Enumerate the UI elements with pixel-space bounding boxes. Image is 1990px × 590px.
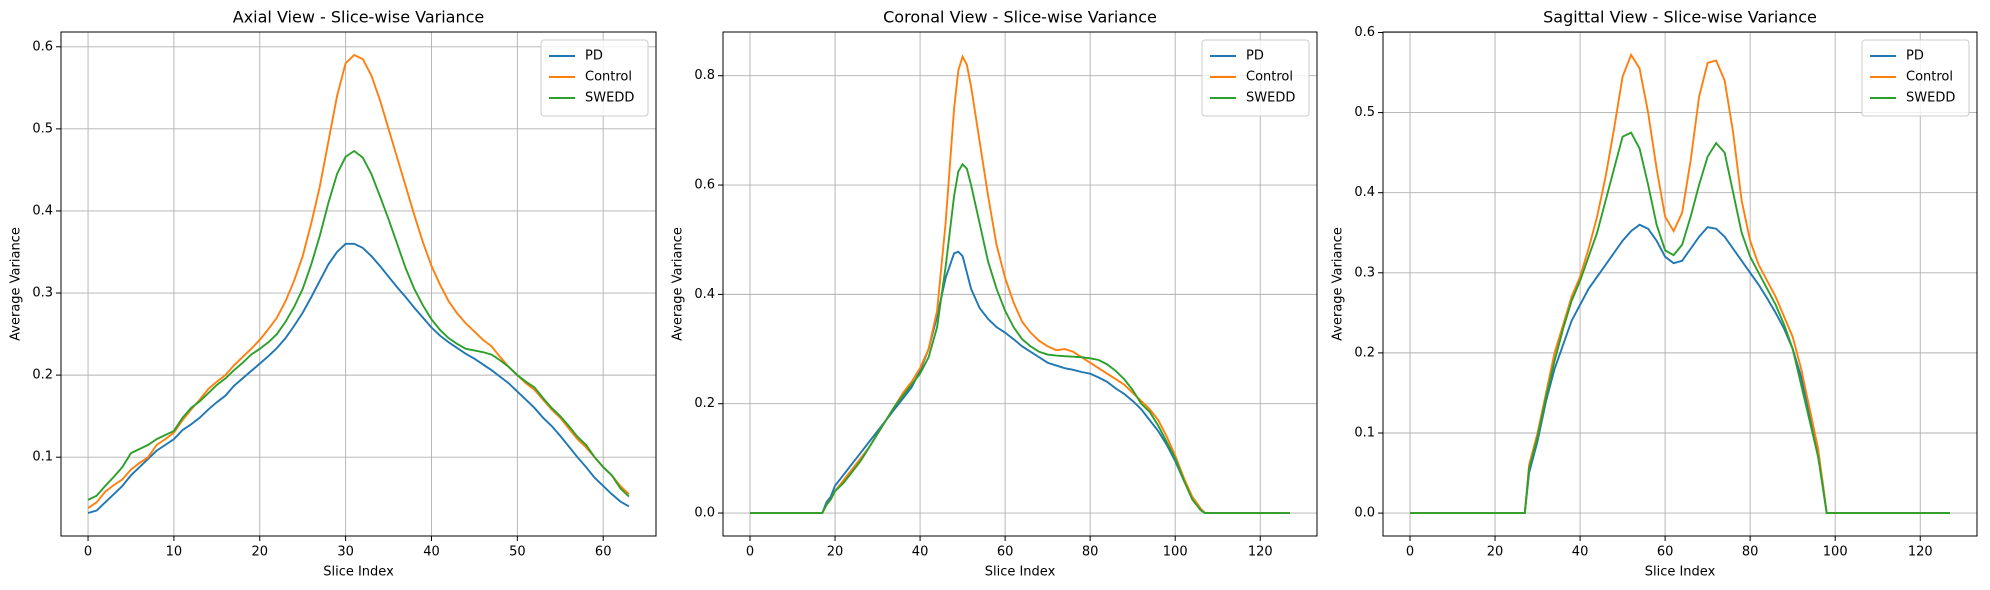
axes-frame [1382, 31, 1978, 537]
y-tick-label: 0.6 [32, 39, 53, 54]
x-tick-label: 50 [509, 545, 526, 560]
legend-label: Control [585, 70, 632, 85]
legend-label: SWEDD [585, 91, 634, 106]
x-tick-label: 40 [423, 545, 440, 560]
x-tick-label: 40 [912, 545, 929, 560]
y-tick-label: 0.3 [32, 286, 53, 301]
x-tick-label: 100 [1823, 545, 1848, 560]
series-line [750, 250, 1290, 514]
x-tick-label: 60 [997, 545, 1014, 560]
chart-title: Coronal View - Slice-wise Variance [883, 8, 1157, 27]
x-tick-label: 60 [595, 545, 612, 560]
legend-label: PD [1906, 49, 1924, 64]
x-tick-label: 30 [337, 545, 354, 560]
chart-title: Axial View - Slice-wise Variance [233, 8, 484, 27]
x-tick-label: 40 [1572, 545, 1589, 560]
x-axis-label: Slice Index [1645, 565, 1716, 580]
y-tick-label: 0.2 [694, 396, 715, 411]
x-tick-label: 20 [827, 545, 844, 560]
y-tick-label: 0.3 [1354, 265, 1375, 280]
series-line [1410, 131, 1950, 515]
y-tick-label: 0.6 [1354, 25, 1375, 40]
y-tick-label: 0.1 [32, 450, 53, 465]
x-tick-label: 80 [1082, 545, 1099, 560]
y-tick-label: 0.4 [1354, 185, 1375, 200]
y-axis-label: Average Variance [1331, 227, 1346, 341]
x-tick-label: 60 [1657, 545, 1674, 560]
legend-box [540, 39, 649, 117]
legend-label: PD [585, 49, 603, 64]
x-tick-label: 0 [746, 545, 754, 560]
x-tick-label: 20 [1487, 545, 1504, 560]
y-tick-label: 0.4 [32, 203, 53, 218]
y-tick-label: 0.1 [1354, 425, 1375, 440]
x-tick-label: 0 [84, 545, 92, 560]
legend-label: Control [1906, 70, 1953, 85]
y-tick-label: 0.0 [694, 506, 715, 521]
y-tick-label: 0.0 [1354, 506, 1375, 521]
x-axis-label: Slice Index [323, 565, 394, 580]
legend-label: SWEDD [1246, 91, 1295, 106]
y-tick-label: 0.4 [694, 287, 715, 302]
x-tick-label: 120 [1248, 545, 1273, 560]
chart-title: Sagittal View - Slice-wise Variance [1543, 8, 1817, 27]
series-line [87, 242, 630, 514]
series-line [750, 162, 1290, 514]
series-line [1410, 223, 1950, 515]
legend-box [1201, 39, 1310, 117]
legend-box [1861, 39, 1970, 117]
legend-label: SWEDD [1906, 91, 1955, 106]
series-line [87, 53, 630, 509]
y-tick-label: 0.2 [1354, 345, 1375, 360]
legend-label: Control [1246, 70, 1293, 85]
y-axis-label: Average Variance [9, 227, 24, 341]
x-tick-label: 0 [1406, 545, 1414, 560]
x-tick-label: 10 [166, 545, 183, 560]
axes-frame [722, 31, 1318, 537]
axes-frame [60, 31, 657, 537]
x-tick-label: 100 [1163, 545, 1188, 560]
series-line [1410, 52, 1950, 515]
legend-label: PD [1246, 49, 1264, 64]
x-tick-label: 120 [1908, 545, 1933, 560]
y-tick-label: 0.8 [694, 68, 715, 83]
y-tick-label: 0.5 [1354, 105, 1375, 120]
x-tick-label: 20 [251, 545, 268, 560]
y-tick-label: 0.6 [694, 178, 715, 193]
series-line [87, 149, 630, 501]
x-axis-label: Slice Index [985, 565, 1056, 580]
x-tick-label: 80 [1742, 545, 1759, 560]
y-tick-label: 0.2 [32, 368, 53, 383]
y-axis-label: Average Variance [671, 227, 686, 341]
y-tick-label: 0.5 [32, 121, 53, 136]
series-line [750, 54, 1290, 514]
